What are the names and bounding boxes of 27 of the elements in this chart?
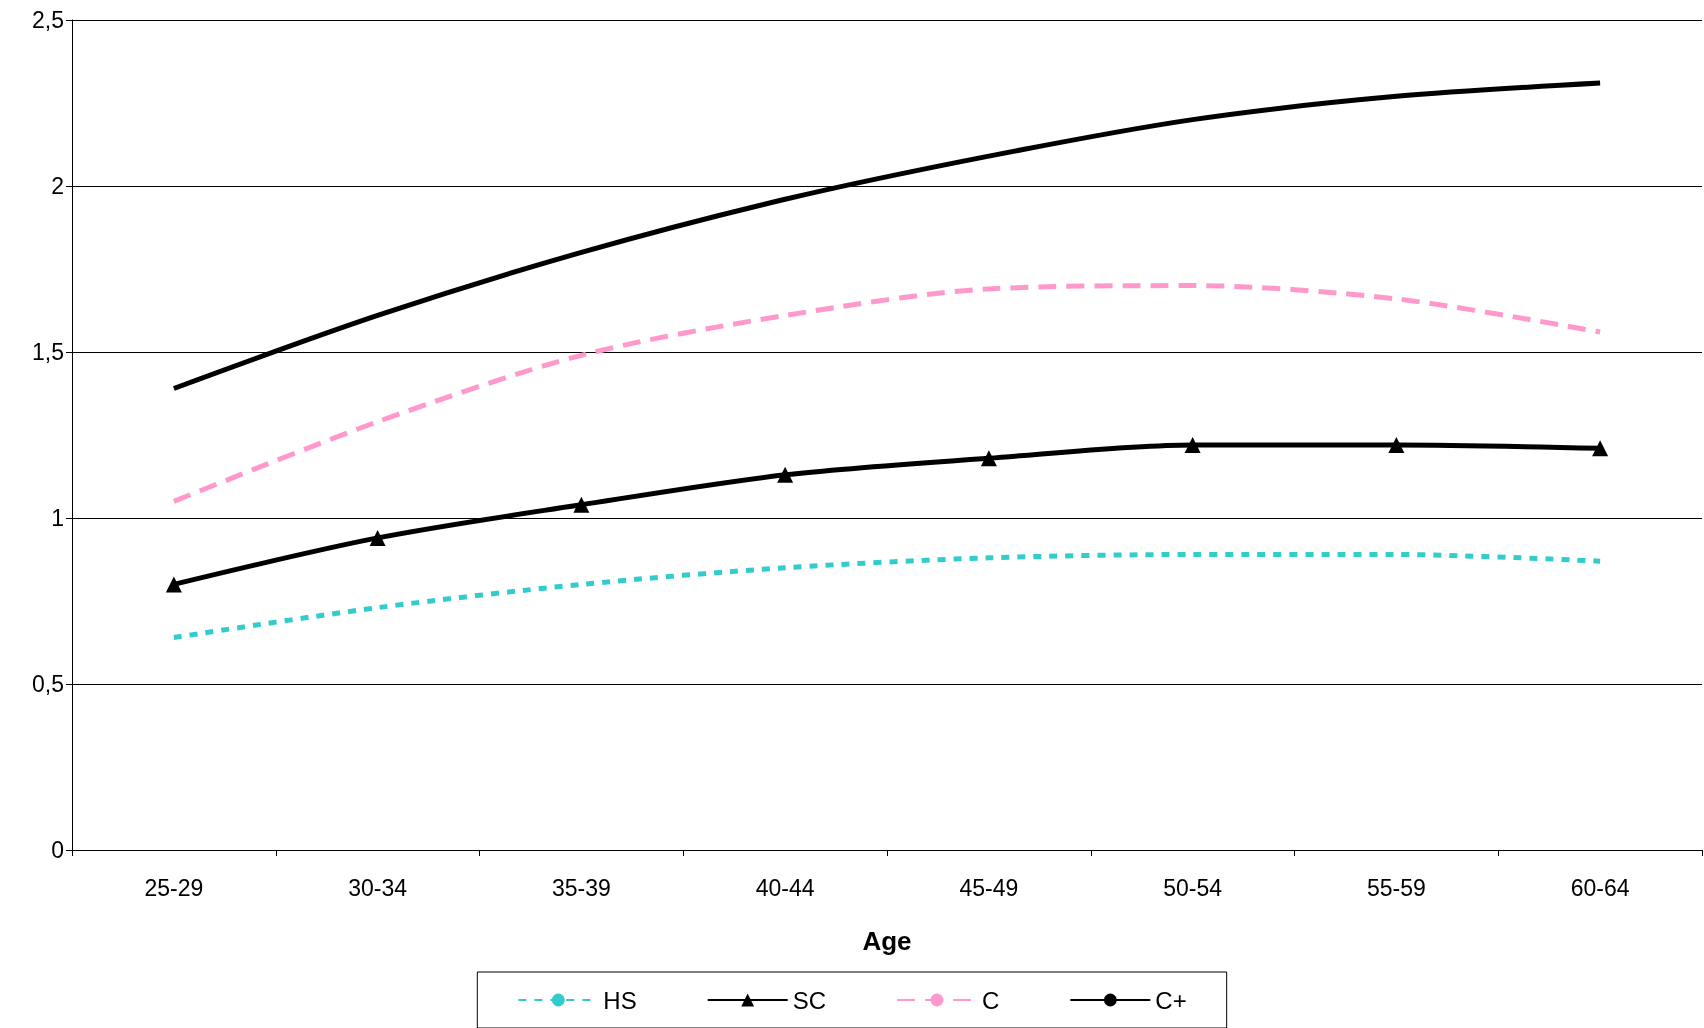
x-tick-label: 35-39 xyxy=(551,874,611,901)
point xyxy=(165,576,182,593)
legend-label: HS xyxy=(603,986,637,1014)
point xyxy=(980,450,997,467)
x-tick-label: 30-34 xyxy=(348,874,408,901)
x-tick-label: 25-29 xyxy=(144,874,204,901)
legend-label: C xyxy=(982,986,1000,1014)
point xyxy=(1184,436,1201,453)
y-tick-label: 1,5 xyxy=(32,339,64,365)
x-tick-label: 50-54 xyxy=(1163,874,1223,901)
x-tick-label: 60-64 xyxy=(1570,874,1630,901)
point xyxy=(573,496,590,513)
x-tick-label: 55-59 xyxy=(1366,874,1426,901)
y-tick-label: 0,5 xyxy=(32,671,64,697)
x-axis-title: Age xyxy=(862,926,912,956)
legend-label: SC xyxy=(792,986,826,1014)
point xyxy=(777,466,794,483)
x-tick-label: 45-49 xyxy=(959,874,1019,901)
y-tick-label: 2,5 xyxy=(32,7,64,33)
point xyxy=(1388,436,1405,453)
point xyxy=(1592,440,1609,457)
y-tick-label: 0 xyxy=(51,837,64,863)
legend-label: C+ xyxy=(1155,986,1187,1014)
x-tick-label: 40-44 xyxy=(755,874,815,901)
y-tick-label: 1 xyxy=(51,505,64,531)
y-tick-label: 2 xyxy=(51,173,64,199)
point xyxy=(369,529,386,546)
